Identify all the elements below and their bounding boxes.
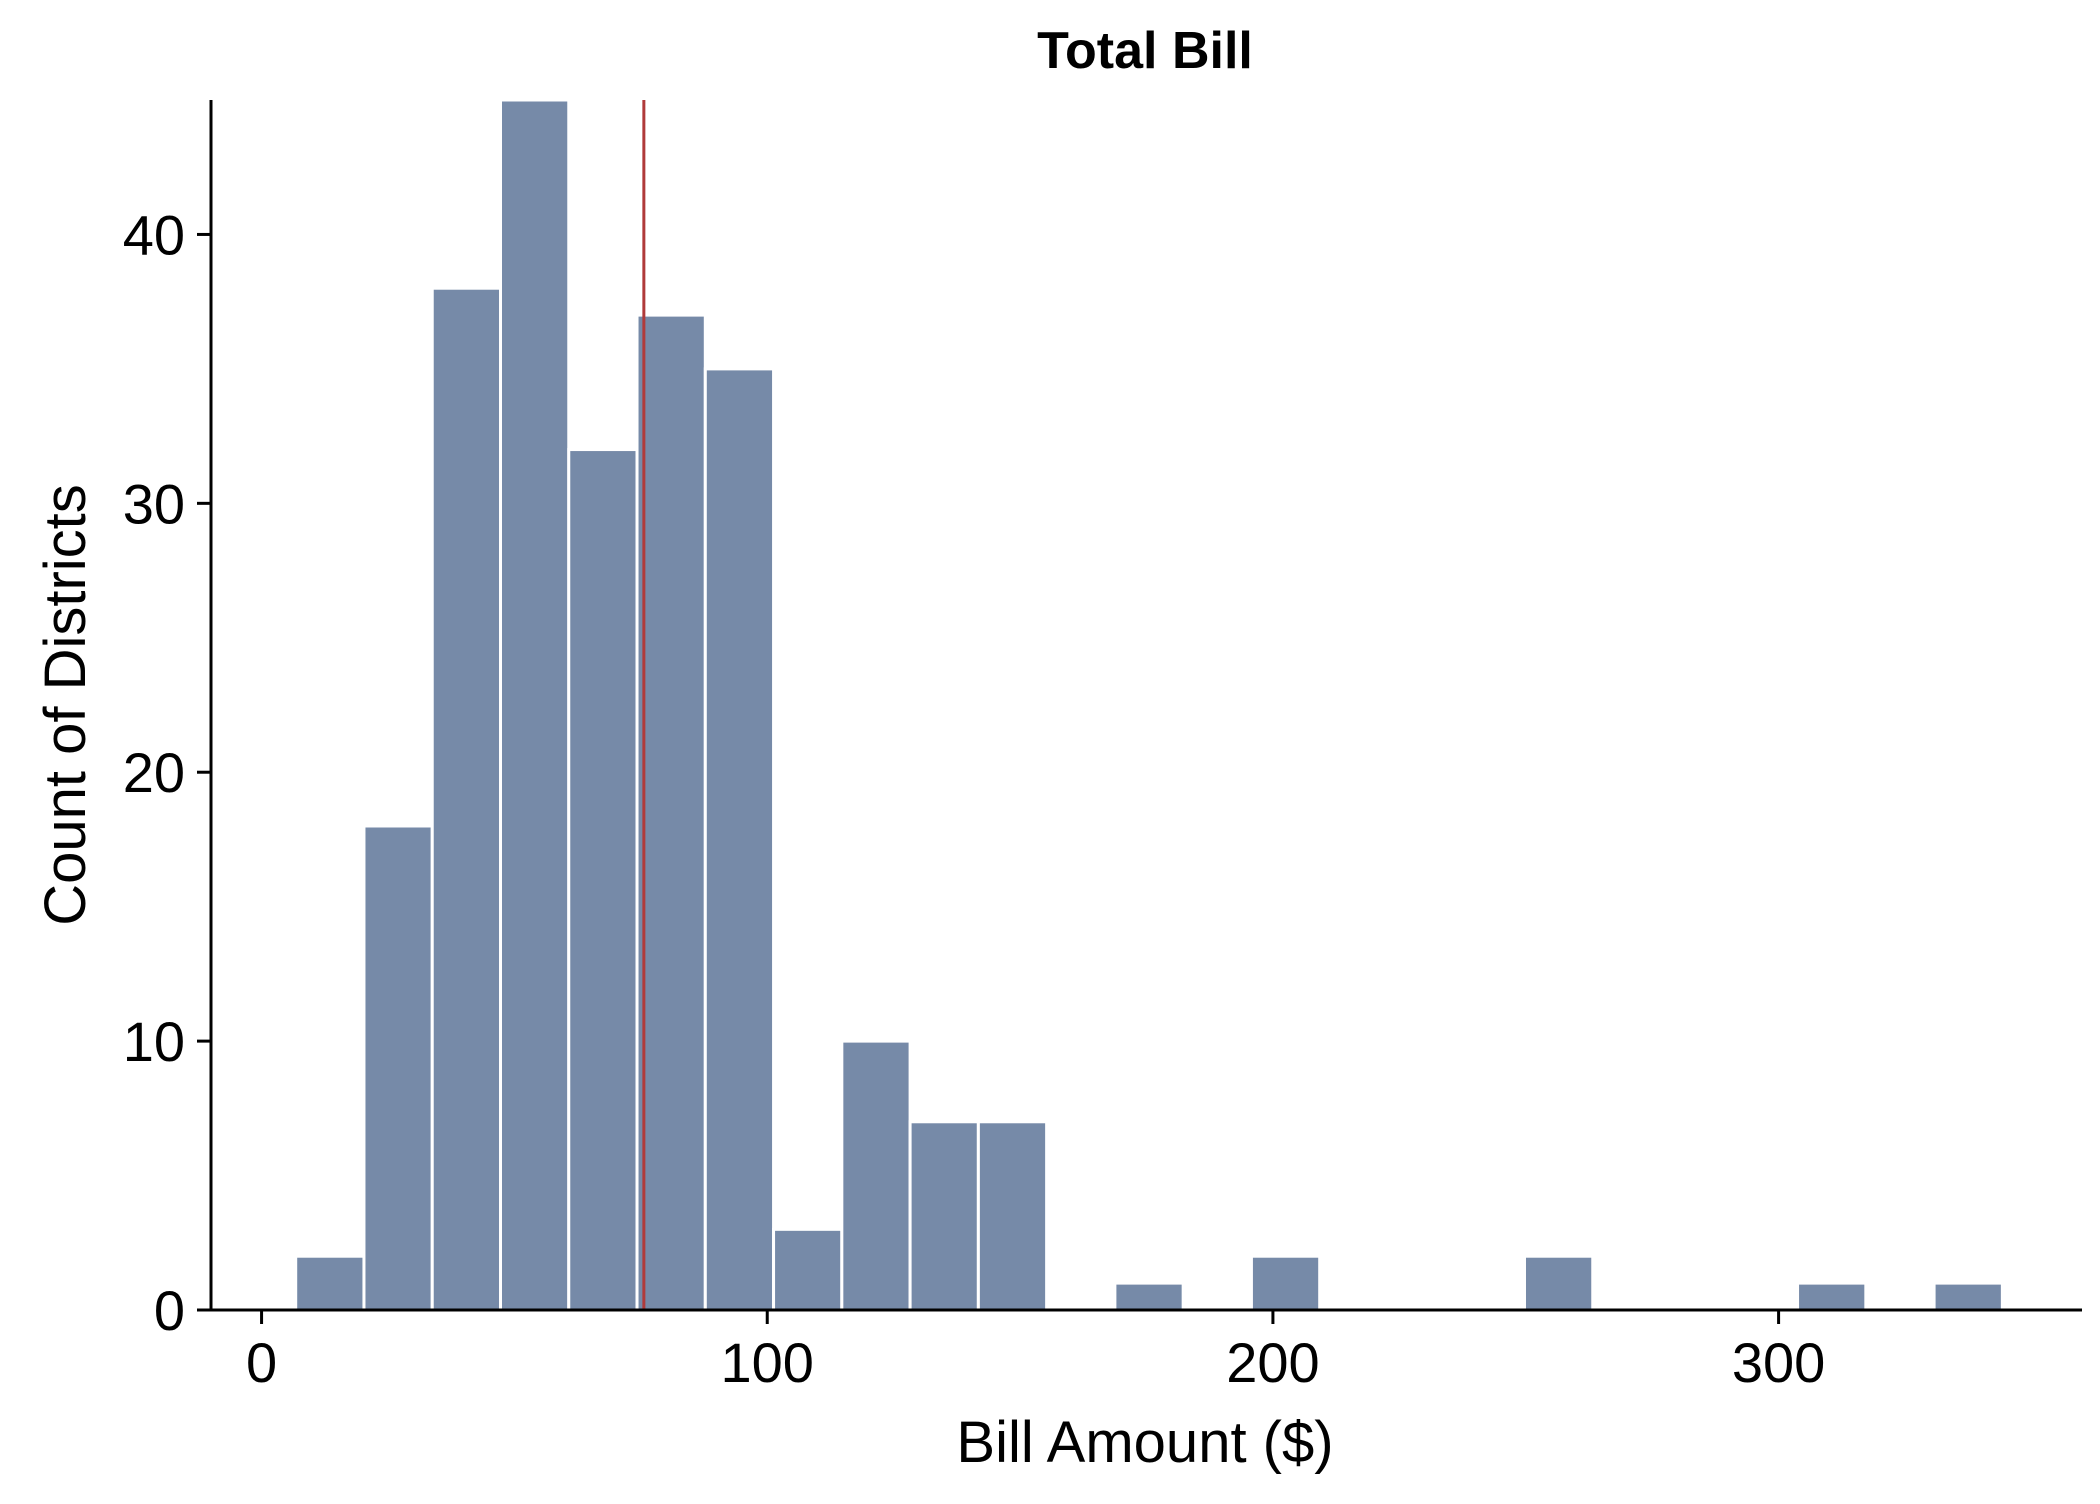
x-axis-title: Bill Amount ($) — [956, 1410, 1333, 1475]
histogram-bar-13 — [1522, 1254, 1595, 1312]
y-tick-label-30: 30 — [123, 472, 185, 535]
histogram-bar-12 — [1249, 1254, 1322, 1312]
x-tick-label-100: 100 — [721, 1331, 814, 1394]
chart-title: Total Bill — [1037, 22, 1253, 80]
histogram-bar-5 — [635, 313, 707, 1312]
axes-group — [209, 100, 2082, 1312]
histogram-bar-8 — [840, 1039, 912, 1312]
y-axis-title: Count of Districts — [33, 484, 98, 926]
x-ticks-group: 0 100 200 300 — [246, 1310, 1825, 1394]
x-tick-label-200: 200 — [1226, 1331, 1319, 1394]
histogram-bar-0 — [294, 1254, 366, 1312]
histogram-bar-11 — [1113, 1281, 1185, 1312]
x-tick-label-0: 0 — [246, 1331, 277, 1394]
histogram-bar-14 — [1796, 1281, 1868, 1312]
histogram-bar-3 — [498, 98, 571, 1312]
y-tick-label-40: 40 — [123, 203, 185, 266]
histogram-bar-10 — [976, 1120, 1049, 1312]
histogram-bar-4 — [567, 448, 639, 1312]
x-tick-label-300: 300 — [1732, 1331, 1825, 1394]
histogram-bar-9 — [908, 1120, 980, 1312]
bars-group — [294, 98, 2004, 1312]
histogram-bar-6 — [703, 367, 776, 1312]
histogram-bar-7 — [772, 1227, 844, 1312]
y-ticks-group: 0 10 20 30 40 — [123, 203, 211, 1342]
y-tick-label-20: 20 — [123, 741, 185, 804]
histogram-bar-15 — [1932, 1281, 2004, 1312]
histogram-bar-1 — [362, 824, 434, 1312]
y-tick-label-10: 10 — [123, 1010, 185, 1073]
histogram-bar-2 — [430, 286, 502, 1312]
y-tick-label-0: 0 — [154, 1279, 185, 1342]
